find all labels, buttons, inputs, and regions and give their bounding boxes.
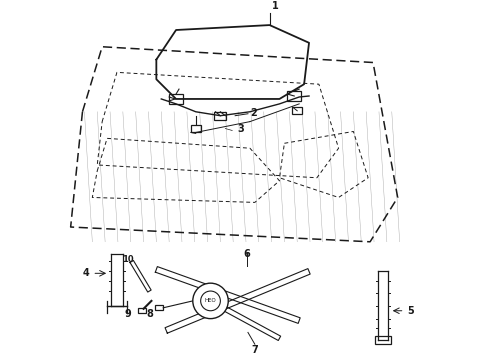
Bar bbox=[215, 112, 226, 120]
Text: 9: 9 bbox=[125, 309, 132, 319]
Bar bbox=[138, 308, 146, 313]
Text: 10: 10 bbox=[122, 255, 134, 264]
Bar bbox=[169, 94, 183, 104]
Text: 2: 2 bbox=[250, 108, 257, 118]
Polygon shape bbox=[130, 261, 151, 292]
Text: 3: 3 bbox=[237, 125, 244, 135]
Text: 6: 6 bbox=[244, 249, 250, 259]
Polygon shape bbox=[155, 267, 300, 323]
Polygon shape bbox=[165, 269, 310, 333]
Bar bbox=[375, 336, 391, 344]
Polygon shape bbox=[209, 299, 281, 341]
Text: 5: 5 bbox=[408, 306, 414, 316]
Text: 7: 7 bbox=[251, 345, 258, 355]
Bar bbox=[292, 107, 302, 114]
Text: 4: 4 bbox=[83, 268, 89, 278]
Text: 8: 8 bbox=[147, 309, 153, 319]
Text: 1: 1 bbox=[271, 1, 278, 11]
Bar bbox=[155, 305, 163, 310]
Bar bbox=[287, 91, 301, 101]
Text: HEO: HEO bbox=[205, 298, 217, 303]
Bar bbox=[191, 125, 201, 132]
Circle shape bbox=[193, 283, 228, 319]
